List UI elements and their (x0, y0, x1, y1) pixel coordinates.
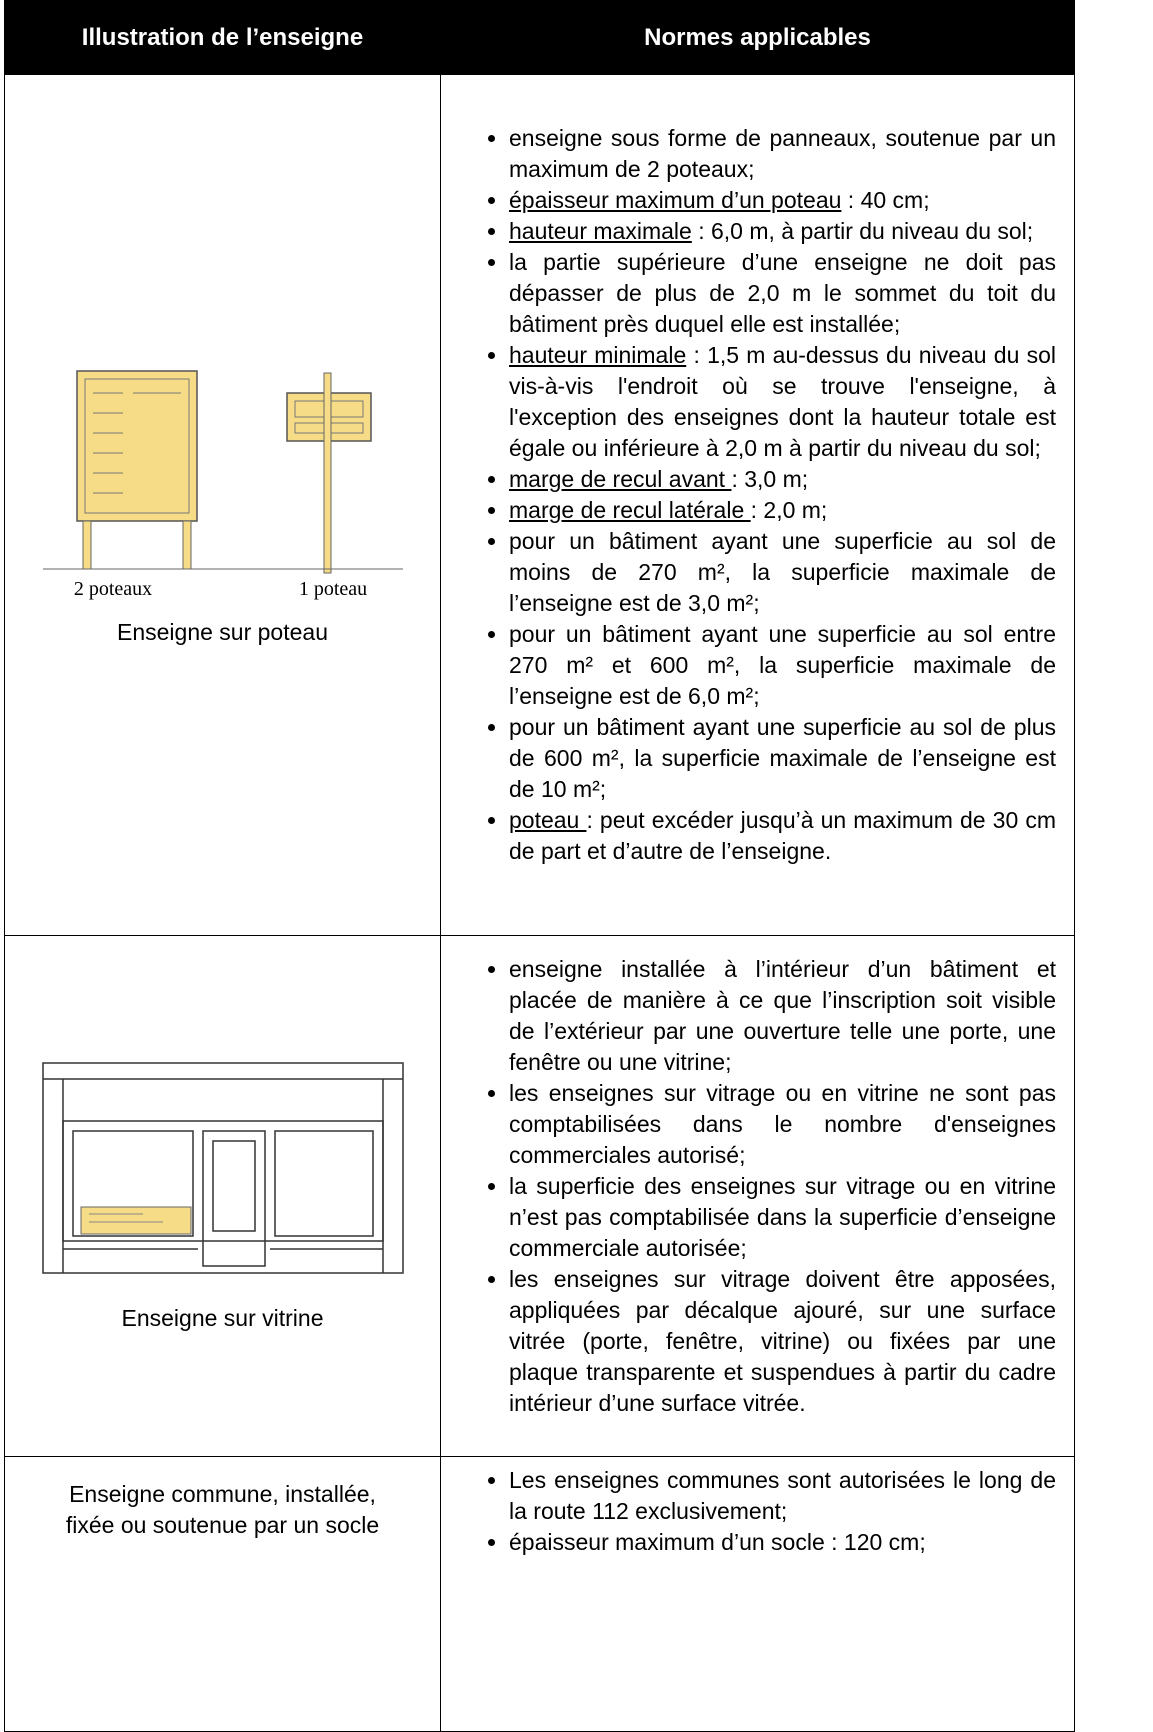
norm-text: : 6,0 m, à partir du niveau du sol; (691, 218, 1034, 244)
norm-item: poteau : peut excéder jusqu’à un maximum… (509, 805, 1056, 867)
norm-item: hauteur maximale : 6,0 m, à partir du ni… (509, 216, 1056, 247)
norm-item: marge de recul avant : 3,0 m; (509, 464, 1056, 495)
norm-item: la superficie des enseignes sur vitrage … (509, 1171, 1056, 1264)
norm-text: : peut excéder jusqu’à un maximum de 30 … (509, 807, 1056, 864)
norm-term: hauteur maximale (509, 218, 692, 244)
norms-table: Illustration de l’enseigne Normes applic… (4, 0, 1075, 1732)
norm-term: poteau (509, 807, 587, 833)
norm-item: pour un bâtiment ayant une superficie au… (509, 712, 1056, 805)
row: Enseigne commune, installée, fixée ou so… (4, 1456, 1075, 1732)
row: 2 poteaux 1 poteau Enseigne sur poteau e… (4, 74, 1075, 936)
norm-item: enseigne installée à l’intérieur d’un bâ… (509, 954, 1056, 1078)
norm-text: la superficie des enseignes sur vitrage … (509, 1172, 1056, 1261)
row: Enseigne sur vitrine enseigne installée … (4, 935, 1075, 1457)
pole-sign-illustration: 2 poteaux 1 poteau (42, 369, 403, 600)
header-cell: Normes applicables (440, 0, 1075, 75)
norms-cell: enseigne installée à l’intérieur d’un bâ… (440, 935, 1075, 1457)
illustration-cell: 2 poteaux 1 poteau Enseigne sur poteau (4, 74, 441, 936)
caption: Enseigne sur poteau (117, 618, 328, 645)
norm-text: pour un bâtiment ayant une superficie au… (509, 714, 1056, 802)
norm-item: épaisseur maximum d’un poteau : 40 cm; (509, 185, 1056, 216)
norm-text: pour un bâtiment ayant une superficie au… (509, 621, 1056, 709)
norm-text: enseigne installée à l’intérieur d’un bâ… (509, 955, 1056, 1075)
norm-item: Les enseignes communes sont autorisées l… (509, 1465, 1056, 1527)
norm-term: épaisseur maximum d’un poteau (509, 187, 842, 213)
norms-list: enseigne sous forme de panneaux, soutenu… (441, 123, 1074, 867)
norm-item: pour un bâtiment ayant une superficie au… (509, 619, 1056, 712)
norm-term: hauteur minimale (509, 342, 687, 368)
norms-cell: enseigne sous forme de panneaux, soutenu… (440, 74, 1075, 936)
norm-text: Les enseignes communes sont autorisées l… (509, 1467, 1056, 1524)
caption: Enseigne sur vitrine (121, 1304, 324, 1331)
norm-item: hauteur minimale : 1,5 m au-dessus du ni… (509, 340, 1056, 464)
illustration-label: 1 poteau (298, 578, 366, 600)
norm-item: les enseignes sur vitrage doivent être a… (509, 1264, 1056, 1419)
norms-list: Les enseignes communes sont autorisées l… (441, 1457, 1074, 1558)
norm-term: marge de recul latérale (509, 497, 751, 523)
page: {"table": { "headers": ["Illustration de… (0, 0, 1153, 1686)
norm-text: la partie supérieure d’une enseigne ne d… (509, 249, 1056, 337)
norm-text: : 1,5 m au-dessus du niveau du sol vis-à… (509, 342, 1056, 461)
norms-list: enseigne installée à l’intérieur d’un bâ… (441, 954, 1074, 1419)
caption: Enseigne commune, installée, fixée ou so… (65, 1481, 380, 1538)
norm-text: épaisseur maximum d’un socle : 120 cm; (509, 1529, 926, 1555)
storefront-illustration (41, 1061, 404, 1274)
norm-item: enseigne sous forme de panneaux, soutenu… (509, 123, 1056, 185)
norms-cell: Les enseignes communes sont autorisées l… (440, 1456, 1075, 1732)
norm-text: enseigne sous forme de panneaux, soutenu… (509, 125, 1056, 182)
norm-text: : 3,0 m; (731, 466, 809, 492)
norm-text: : 2,0 m; (750, 497, 828, 523)
norm-item: épaisseur maximum d’un socle : 120 cm; (509, 1527, 1056, 1558)
norm-item: marge de recul latérale : 2,0 m; (509, 495, 1056, 526)
illustration-cell: Enseigne sur vitrine (4, 935, 441, 1457)
norm-term: marge de recul avant (509, 466, 732, 492)
norm-item: pour un bâtiment ayant une superficie au… (509, 526, 1056, 619)
norm-text: les enseignes sur vitrage ou en vitrine … (509, 1079, 1056, 1168)
norm-text: : 40 cm; (841, 187, 930, 213)
illustration-label: 2 poteaux (73, 578, 151, 600)
header-row: Illustration de l’enseigne Normes applic… (4, 0, 1075, 75)
norm-item: la partie supérieure d’une enseigne ne d… (509, 247, 1056, 340)
norm-text: pour un bâtiment ayant une superficie au… (509, 528, 1056, 616)
norm-text: les enseignes sur vitrage doivent être a… (509, 1265, 1056, 1416)
header-cell: Illustration de l’enseigne (4, 0, 441, 75)
norm-item: les enseignes sur vitrage ou en vitrine … (509, 1078, 1056, 1171)
illustration-cell: Enseigne commune, installée, fixée ou so… (4, 1456, 441, 1732)
